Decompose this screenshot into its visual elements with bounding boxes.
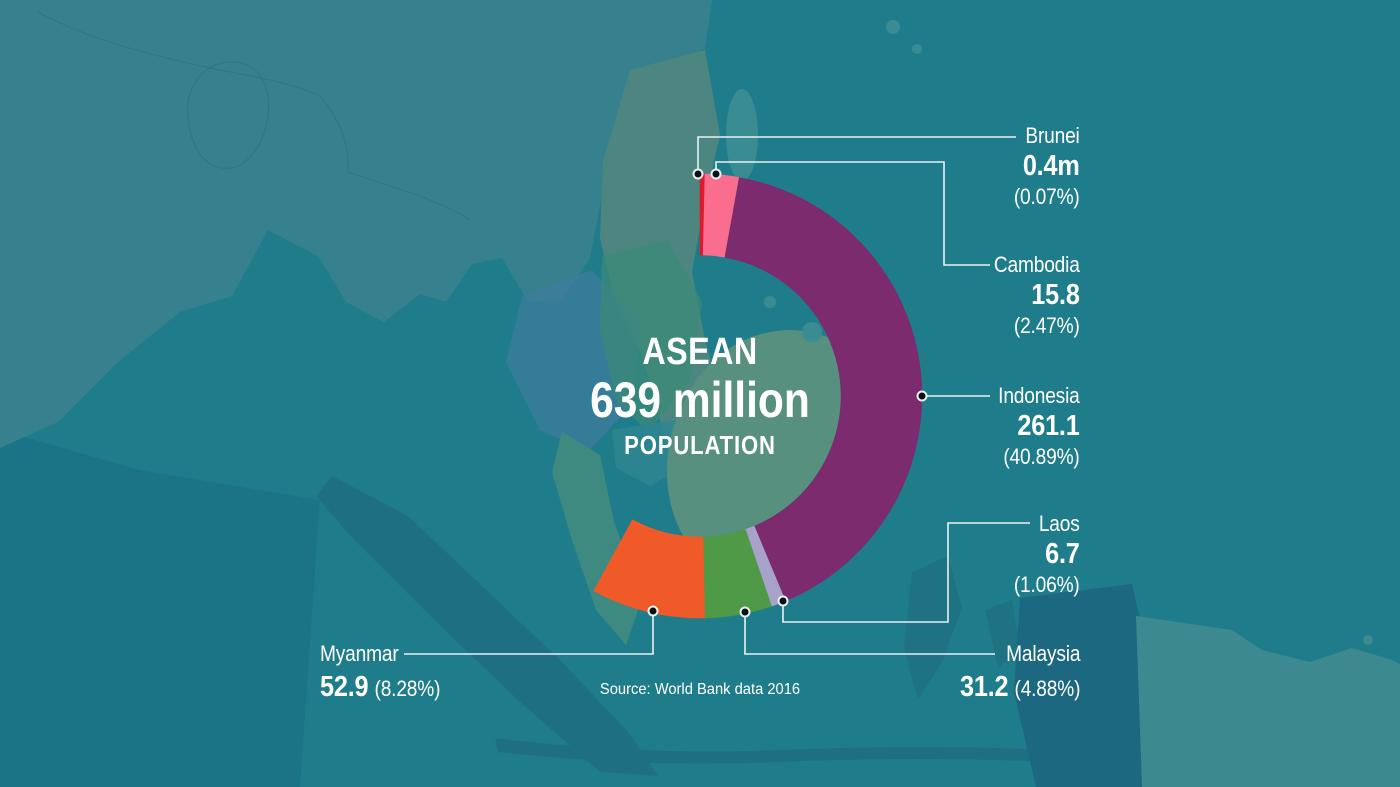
map-border-line	[37, 11, 321, 97]
map-island	[802, 322, 822, 342]
donut-chart	[593, 173, 923, 619]
country-name: Malaysia	[1005, 641, 1080, 666]
leader-dot-indonesia	[916, 390, 928, 402]
map-region-laos-vietnam	[600, 240, 702, 432]
map-region-sumatra	[316, 476, 658, 776]
map-region-bay-of-bengal	[0, 430, 320, 787]
map-region-papua-new-guinea	[1136, 616, 1400, 787]
country-name: Indonesia	[998, 383, 1081, 408]
country-value: 52.9	[320, 671, 369, 703]
map-region-south-asia	[0, 0, 712, 448]
label-indonesia: Indonesia 261.1 (40.89%)	[998, 381, 1081, 471]
map-island	[1363, 635, 1373, 645]
country-percent: (0.07%)	[1014, 184, 1080, 209]
map-island-new-britain	[1255, 673, 1352, 704]
label-brunei: Brunei 0.4m (0.07%)	[1014, 121, 1080, 211]
label-cambodia: Cambodia 15.8 (2.47%)	[994, 250, 1080, 340]
map-region-west-papua	[1014, 584, 1150, 787]
leader-dot-myanmar	[647, 605, 659, 617]
country-percent: (2.47%)	[1014, 313, 1080, 338]
country-value-row: 52.9 (8.28%)	[320, 671, 440, 708]
source-caption: Source: World Bank data 2016	[599, 681, 801, 698]
leader-line-brunei	[697, 136, 1016, 174]
leader-dot-cambodia	[710, 168, 722, 180]
country-value: 6.7	[1045, 538, 1080, 570]
label-malaysia: Malaysia 31.2 (4.88%)	[960, 639, 1080, 708]
leader-dot-brunei	[692, 168, 704, 180]
country-value: 0.4m	[1023, 150, 1080, 182]
map-island	[764, 296, 776, 308]
map-island-luzon	[726, 89, 758, 181]
map-country-borders	[37, 11, 471, 221]
map-border-line	[187, 61, 270, 169]
map-region-java-chain	[495, 738, 1196, 764]
donut-segment-indonesia	[724, 177, 923, 602]
country-name: Myanmar	[320, 641, 399, 666]
country-name: Cambodia	[994, 252, 1080, 277]
country-value-row: 31.2 (4.88%)	[960, 671, 1080, 708]
country-value: 31.2	[959, 671, 1009, 703]
center-title-caption: POPULATION	[624, 430, 776, 460]
map-island	[1340, 717, 1350, 727]
leader-line-myanmar	[404, 611, 654, 655]
map-island	[912, 44, 922, 54]
country-percent: (1.06%)	[1014, 572, 1080, 597]
leader-dot-laos	[777, 595, 789, 607]
country-value: 261.1	[1017, 410, 1080, 442]
donut-segment-myanmar	[593, 519, 706, 619]
leader-dot-malaysia	[739, 606, 751, 618]
map-border-line	[347, 171, 471, 221]
leader-line-malaysia	[744, 612, 995, 655]
country-name: Laos	[1039, 511, 1080, 536]
donut-center-label: ASEAN 639 million POPULATION	[105, 331, 1295, 463]
leader-lines	[404, 136, 1030, 655]
map-island	[1384, 694, 1396, 706]
center-title-region: ASEAN	[642, 331, 758, 373]
country-value: 15.8	[1031, 279, 1081, 311]
label-laos: Laos 6.7 (1.06%)	[1014, 509, 1080, 599]
country-percent: (4.88%)	[1014, 676, 1080, 701]
map-region-maluku	[985, 600, 1020, 668]
country-name: Brunei	[1025, 123, 1080, 148]
label-myanmar: Myanmar 52.9 (8.28%)	[320, 639, 440, 708]
country-percent: (40.89%)	[1003, 444, 1080, 469]
leader-line-cambodia	[715, 161, 990, 266]
map-border-line	[319, 95, 349, 173]
center-title-value: 639 million	[590, 372, 810, 428]
country-percent: (8.28%)	[374, 676, 441, 701]
map-island	[886, 20, 900, 34]
leader-line-laos	[782, 522, 1030, 623]
